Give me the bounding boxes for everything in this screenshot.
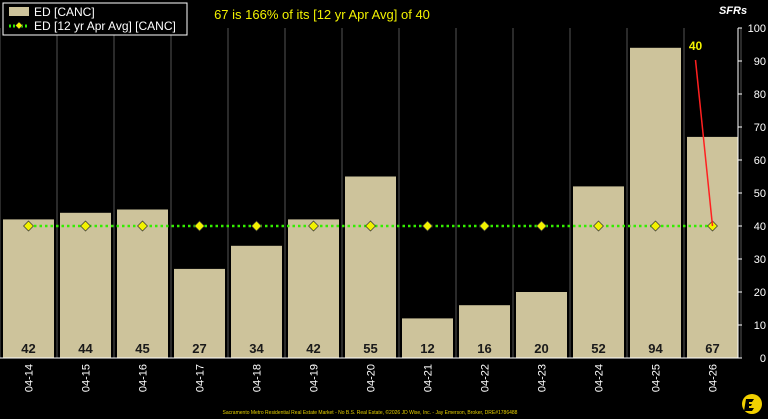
- bar-04-22: [459, 305, 510, 358]
- bar-04-18: [231, 245, 282, 358]
- legend-swatch-marker: [15, 21, 23, 30]
- footer: Sacramento Metro Residential Real Estate…: [223, 409, 518, 416]
- bar-04-26: [687, 136, 738, 358]
- bar-label-04-25: 94: [648, 341, 663, 356]
- bars: [3, 47, 738, 359]
- bar-label-04-14: 42: [21, 341, 35, 356]
- legend-swatch-bar: [9, 7, 29, 16]
- x-tick-label: 04-15: [81, 364, 93, 392]
- bar-label-04-23: 20: [534, 341, 548, 356]
- average-marker-04-21: [422, 220, 433, 232]
- x-tick-label: 04-17: [195, 364, 207, 392]
- bar-04-19: [288, 219, 339, 358]
- x-axis: 04-14 04-15 04-16 04-17 04-18 04-19 04-20 04-21…: [0, 357, 738, 392]
- x-tick-label: 04-24: [594, 364, 606, 392]
- y-tick-label: 80: [754, 89, 766, 101]
- y-tick-label: 100: [748, 23, 766, 35]
- y-axis: 0 10 20 30 40 50 60 70 80 90 100: [737, 23, 766, 365]
- average-marker-04-25: [650, 220, 661, 232]
- bar-04-20: [345, 176, 396, 358]
- bar-04-14: [3, 219, 54, 358]
- bar-04-21: [402, 318, 453, 358]
- average-marker-04-23: [536, 220, 547, 232]
- bar-label-04-22: 16: [477, 341, 491, 356]
- x-tick-label: 04-16: [138, 364, 150, 392]
- bar-label-04-24: 52: [591, 341, 605, 356]
- bar-04-15: [60, 212, 111, 358]
- average-marker-04-15: [80, 220, 91, 232]
- average-marker-04-14: [23, 220, 34, 232]
- y-tick-label: 50: [754, 188, 766, 200]
- bar-label-04-15: 44: [78, 341, 93, 356]
- x-tick-label: 04-19: [309, 364, 321, 392]
- bar-label-04-18: 34: [249, 341, 264, 356]
- bar-label-04-16: 45: [135, 341, 149, 356]
- legend-label-bar: ED [CANC]: [34, 5, 95, 19]
- y-tick-label: 40: [754, 221, 766, 233]
- bar-04-17: [174, 268, 225, 358]
- bar-04-23: [516, 292, 567, 358]
- y-tick-label: 60: [754, 155, 766, 167]
- legend-label-line: ED [12 yr Apr Avg] [CANC]: [34, 19, 176, 33]
- x-tick-label: 04-21: [423, 364, 435, 392]
- bar-label-04-26: 67: [705, 341, 719, 356]
- bar-label-04-17: 27: [192, 341, 206, 356]
- bar-labels: 42 44 45 27 34 42 55 12 16 20 52 94 67: [21, 341, 719, 356]
- bar-label-04-21: 12: [420, 341, 434, 356]
- legend: ED [CANC] ED [12 yr Apr Avg] [CANC]: [2, 2, 188, 36]
- average-marker-04-18: [251, 220, 262, 232]
- annotation-label: 40: [689, 39, 703, 53]
- bar-04-25: [630, 47, 681, 359]
- bar-04-24: [573, 186, 624, 358]
- bar-label-04-20: 55: [363, 341, 377, 356]
- x-tick-label: 04-14: [24, 364, 36, 392]
- y-tick-label: 20: [754, 287, 766, 299]
- y-tick-label: 30: [754, 254, 766, 266]
- average-marker-04-24: [593, 220, 604, 232]
- y-tick-label: 10: [754, 320, 766, 332]
- x-tick-label: 04-25: [651, 364, 663, 392]
- x-tick-label: 04-26: [708, 364, 720, 392]
- average-marker-04-20: [365, 220, 376, 232]
- y-tick-label: 90: [754, 56, 766, 68]
- average-marker-04-19: [308, 220, 319, 232]
- logo: [742, 394, 762, 414]
- x-tick-label: 04-23: [537, 364, 549, 392]
- average-line: [23, 220, 718, 232]
- bar-04-16: [117, 209, 168, 358]
- x-tick-label: 04-20: [366, 364, 378, 392]
- average-marker-04-17: [194, 220, 205, 232]
- y-tick-label: 0: [760, 353, 766, 365]
- y-tick-label: 70: [754, 122, 766, 134]
- chart-title: 67 is 166% of its [12 yr Apr Avg] of 40: [214, 7, 430, 22]
- x-tick-label: 04-18: [252, 364, 264, 392]
- annotation-line: [694, 59, 714, 227]
- unit-label: SFRs: [719, 5, 747, 17]
- average-marker-04-16: [137, 220, 148, 232]
- bar-label-04-19: 42: [306, 341, 320, 356]
- average-marker-04-22: [479, 220, 490, 232]
- annotation: 40: [689, 39, 714, 227]
- x-tick-label: 04-22: [480, 364, 492, 392]
